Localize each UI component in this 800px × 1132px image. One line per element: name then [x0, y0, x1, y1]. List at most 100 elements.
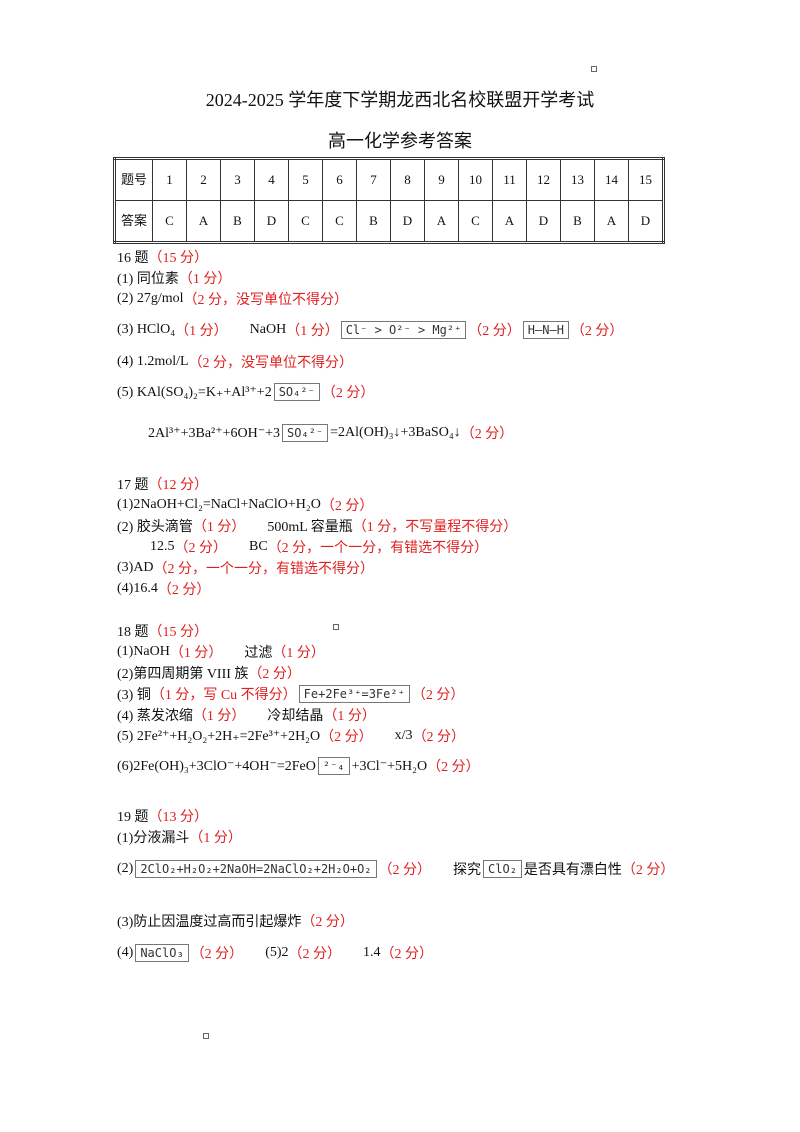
table-cell: C [288, 200, 323, 243]
text: x/3 [394, 728, 413, 743]
table-cell: B [220, 200, 255, 243]
answer-line: 16 题（15 分） [117, 247, 208, 267]
answer-line: (1)分液漏斗 （1 分） [117, 827, 242, 847]
text: 18 题 [117, 625, 149, 640]
text: （2 分） [190, 947, 244, 962]
table-cell: 7 [356, 158, 391, 201]
formula-box: ClO₂ [483, 860, 522, 878]
text: （15 分） [148, 625, 209, 640]
table-cell: B [356, 200, 391, 243]
answer-line: (1)2NaOH+Cl₂=NaCl+NaClO+H₂O （2 分） [117, 495, 373, 515]
formula-box: Cl⁻ > O²⁻ > Mg²⁺ [340, 321, 467, 339]
text: （1 分，写 Cu 不得分） [150, 688, 297, 703]
table-cell: C [152, 200, 187, 243]
answer-line: (1) 同位素 （1 分） [117, 268, 231, 288]
text: （2 分） [301, 915, 354, 930]
table-cell: 6 [322, 158, 357, 201]
answer-line: 17 题（12 分） [117, 474, 208, 494]
mark [591, 66, 597, 72]
answer-line: (4) NaClO₃ （2 分） (5)2 （2 分） 1.4 （2 分） [117, 943, 433, 963]
table-cell: A [492, 200, 527, 243]
text: （1 分） [192, 709, 246, 724]
text: （2 分） [460, 427, 514, 442]
table-cell: 答案 [114, 200, 153, 243]
text: （1 分） [272, 646, 325, 661]
answer-line: 2Al³⁺+3Ba²⁺+6OH⁻+3 SO₄²⁻ =2Al(OH)₃↓+3BaSO₄… [148, 423, 513, 443]
text: (3)防止因温度过高而引起爆炸 [117, 915, 302, 930]
table-cell: D [390, 200, 425, 243]
answer-line: 19 题（13 分） [117, 806, 208, 826]
table-cell: 2 [186, 158, 221, 201]
table-cell: 4 [254, 158, 289, 201]
table-cell: 8 [390, 158, 425, 201]
text: (2) [117, 861, 134, 876]
text: 12.5 [150, 539, 175, 554]
text: （2 分，一个一分，有错选不得分） [267, 541, 489, 556]
text: (2)第四周期第 VIII 族 [117, 667, 249, 682]
text: (5)2 [265, 945, 289, 960]
table-cell: D [526, 200, 561, 243]
text: （2 分） [320, 730, 373, 745]
text: 1.4 [363, 945, 381, 960]
text: 探究 [453, 863, 482, 878]
answer-line: (6)2Fe(OH)₃+3ClO⁻+4OH⁻=2FeO ²⁻₄ +3Cl⁻+5H₂O… [117, 756, 480, 776]
text: （2 分） [380, 947, 434, 962]
text: 16 题 [117, 251, 149, 266]
answer-line: (3) HClO₄ （1 分） NaOH （1 分） Cl⁻ > O²⁻ > Mg²⁺ （… [117, 320, 623, 340]
answer-line: (2) 2ClO₂+H₂O₂+2NaOH=2NaClO₂+2H₂O+O₂ （2 分）… [117, 859, 674, 879]
table-cell: A [594, 200, 629, 243]
formula-box: SO₄²⁻ [273, 383, 320, 401]
answer-line: (2)第四周期第 VIII 族（2 分） [117, 663, 301, 683]
table-cell: C [322, 200, 357, 243]
answer-line: (2) 胶头滴管 （1 分） 500mL 容量瓶 （1 分，不写量程不得分） [117, 516, 517, 536]
subtitle: 高一化学参考答案 [328, 131, 472, 151]
table-cell: 11 [492, 158, 527, 201]
table-cell: A [186, 200, 221, 243]
text: 过滤 [244, 646, 273, 661]
text: (3)AD [117, 560, 154, 575]
text: (3) HClO₄ [117, 322, 176, 337]
answer-line: 12.5 （2 分） BC （2 分，一个一分，有错选不得分） [150, 537, 488, 557]
answer-line: (4)16.4 （2 分） [117, 579, 210, 599]
table-cell: A [424, 200, 459, 243]
text: （2 分，没写单位不得分） [183, 293, 349, 308]
text: =2Al(OH)₃↓+3BaSO₄↓ [330, 425, 461, 440]
answer-line: (4) 1.2mol/L （2 分，没写单位不得分） [117, 352, 353, 372]
text: (1) 同位素 [117, 272, 179, 287]
mark [333, 624, 339, 630]
answer-line: (2) 27g/mol （2 分，没写单位不得分） [117, 289, 348, 309]
text: (4) 蒸发浓缩 [117, 709, 193, 724]
title: 2024-2025 学年度下学期龙西北名校联盟开学考试 [205, 90, 595, 110]
text: (5) 2Fe²⁺+H₂O₂+2H₊=2Fe³⁺+2H₂O [117, 728, 321, 744]
answer-line: (4) 蒸发浓缩 （1 分） 冷却结晶 （1 分） [117, 705, 376, 725]
mark [203, 1033, 209, 1039]
answer-line: (3) 铜（1 分，写 Cu 不得分） Fe+2Fe³⁺=3Fe²⁺ （2 分） [117, 684, 464, 704]
text: （12 分） [148, 478, 209, 493]
text: (3) 铜 [117, 688, 151, 703]
text: （2 分，一个一分，有错选不得分） [153, 562, 375, 577]
text: （1 分） [192, 520, 246, 535]
text: （13 分） [148, 810, 209, 825]
text: （2 分） [320, 499, 374, 514]
text: (5) KAl(SO₄)₂=K₊+Al³⁺+2 [117, 384, 272, 400]
text: （2 分） [468, 324, 521, 339]
text: 19 题 [117, 810, 149, 825]
answer-line: (3)AD （2 分，一个一分，有错选不得分） [117, 558, 374, 578]
table-cell: D [628, 200, 664, 243]
text: （1 分） [323, 709, 376, 724]
table-row: 答案 C A B D C C B D A C A D B A D [114, 200, 664, 243]
text: （1 分） [178, 272, 232, 287]
formula-box: Fe+2Fe³⁺=3Fe²⁺ [298, 685, 410, 703]
table-cell: 15 [628, 158, 664, 201]
table-row: 题号 1 2 3 4 5 6 7 8 9 10 11 12 13 14 15 [114, 158, 664, 201]
text: +3Cl⁻+5H₂O [351, 758, 428, 774]
text: （2 分） [427, 760, 480, 775]
text: （2 分） [157, 583, 211, 598]
table-cell: 题号 [114, 158, 153, 201]
answer-table: 题号 1 2 3 4 5 6 7 8 9 10 11 12 13 14 15 答案 C A B D C C B D A C A D B A D [113, 157, 665, 244]
table-cell: 14 [594, 158, 629, 201]
table-cell: 5 [288, 158, 323, 201]
answer-line: (5) 2Fe²⁺+H₂O₂+2H₊=2Fe³⁺+2H₂O （2 分） x/3 （2 … [117, 726, 465, 746]
text: 是否具有漂白性 [523, 863, 622, 878]
